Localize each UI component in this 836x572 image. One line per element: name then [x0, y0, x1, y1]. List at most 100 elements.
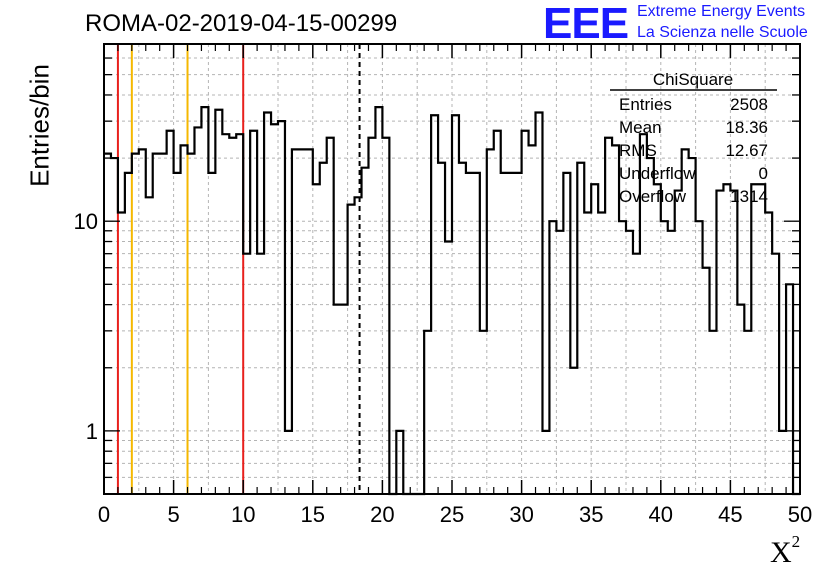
histogram-bin — [313, 184, 320, 494]
histogram-bin — [459, 163, 466, 494]
histogram-bin — [215, 110, 222, 494]
histogram-bin — [382, 138, 389, 494]
histogram-bin — [466, 173, 473, 494]
x-tick-label: 0 — [98, 502, 110, 527]
histogram-bin — [424, 331, 431, 494]
x-tick-label: 5 — [167, 502, 179, 527]
histogram-bin — [501, 173, 508, 494]
stats-value-overflow: 1314 — [730, 187, 768, 206]
x-tick-label: 30 — [509, 502, 533, 527]
x-tick-label: 20 — [370, 502, 394, 527]
x-tick-label: 40 — [649, 502, 673, 527]
histogram-bin — [362, 168, 369, 494]
histogram-bin — [264, 112, 271, 494]
histogram-bin — [723, 184, 730, 494]
histogram-bin — [236, 134, 243, 494]
histogram-bin — [181, 145, 188, 494]
histogram-bars — [104, 106, 800, 496]
histogram-bin — [661, 221, 668, 494]
histogram-bin — [542, 431, 549, 494]
histogram-bin — [285, 431, 292, 494]
histogram-bin — [647, 158, 654, 494]
histogram-bin — [591, 184, 598, 494]
stats-value-mean: 18.36 — [725, 118, 768, 137]
histogram-bin — [299, 149, 306, 494]
histogram-bin — [125, 173, 132, 494]
histogram-bin — [271, 124, 278, 494]
histogram-bin — [556, 231, 563, 494]
x-tick-label: 35 — [579, 502, 603, 527]
histogram-bin — [243, 254, 250, 494]
histogram-bin — [348, 205, 355, 494]
histogram-bin — [668, 231, 675, 494]
histogram-bin — [480, 331, 487, 494]
histogram-bin — [598, 213, 605, 494]
eee-logo: EEE — [543, 0, 629, 48]
histogram-bin — [431, 115, 438, 494]
histogram-bin — [758, 184, 765, 494]
histogram-bin — [626, 231, 633, 494]
histogram-bin — [716, 191, 723, 494]
histogram-bin — [167, 131, 174, 494]
stats-title: ChiSquare — [653, 70, 733, 89]
histogram-bin — [118, 213, 125, 494]
histogram-bin — [536, 112, 543, 494]
stats-box: ChiSquare Entries 2508 Mean 18.36 RMS 12… — [610, 70, 777, 206]
histogram-bin — [710, 331, 717, 494]
histogram-bin — [515, 173, 522, 494]
histogram-bin — [375, 107, 382, 494]
x-tick-label: 50 — [788, 502, 812, 527]
histogram-bin — [786, 284, 793, 494]
histogram-bin — [487, 149, 494, 494]
histogram-bin — [278, 121, 285, 494]
histogram-bin — [689, 158, 696, 494]
histogram-bin — [696, 221, 703, 494]
histogram-bin — [174, 173, 181, 494]
histogram-bin — [146, 197, 153, 494]
x-tick-label: 15 — [301, 502, 325, 527]
marker-lines — [116, 44, 361, 494]
histogram-bin — [139, 149, 146, 494]
histogram-bin — [104, 154, 111, 494]
stats-label-entries: Entries — [619, 95, 672, 114]
x-tick-label: 45 — [718, 502, 742, 527]
logo-tagline-2: La Scienza nelle Scuole — [637, 24, 808, 41]
histogram-bin — [779, 431, 786, 494]
y-tick-label: 1 — [86, 419, 98, 444]
histogram-bin — [327, 138, 334, 494]
x-tick-label: 10 — [231, 502, 255, 527]
histogram-bin — [194, 127, 201, 494]
histogram-bin — [570, 368, 577, 494]
histogram-bin — [250, 131, 257, 494]
x-axis-label: X2 — [770, 532, 800, 570]
histogram-bin — [494, 131, 501, 494]
logo-tagline-1: Extreme Energy Events — [637, 3, 806, 20]
stats-label-mean: Mean — [619, 118, 662, 137]
histogram-bin — [619, 221, 626, 494]
histogram-bin — [188, 154, 195, 494]
histogram-bin — [160, 154, 167, 494]
histogram-bin — [334, 305, 341, 494]
histogram-bin — [744, 331, 751, 494]
stats-value-underflow: 0 — [759, 164, 768, 183]
histogram-bin — [292, 149, 299, 494]
histogram-bin — [529, 145, 536, 494]
histogram-outline — [104, 106, 800, 496]
x-axis-label-superscript: 2 — [791, 532, 801, 551]
histogram-bin — [730, 191, 737, 494]
histogram-bin — [132, 154, 139, 494]
histogram-bin — [772, 254, 779, 494]
stats-value-entries: 2508 — [730, 95, 768, 114]
stats-label-rms: RMS — [619, 141, 657, 160]
histogram-bin — [549, 221, 556, 494]
stats-label-overflow: Overflow — [619, 187, 687, 206]
histogram-bin — [257, 254, 264, 494]
x-axis-label-base: X — [770, 536, 792, 569]
histogram-bin — [445, 242, 452, 494]
histogram-bin — [675, 191, 682, 494]
histogram-bin — [355, 197, 362, 494]
histogram-bin — [605, 138, 612, 494]
histogram-bin — [751, 184, 758, 494]
